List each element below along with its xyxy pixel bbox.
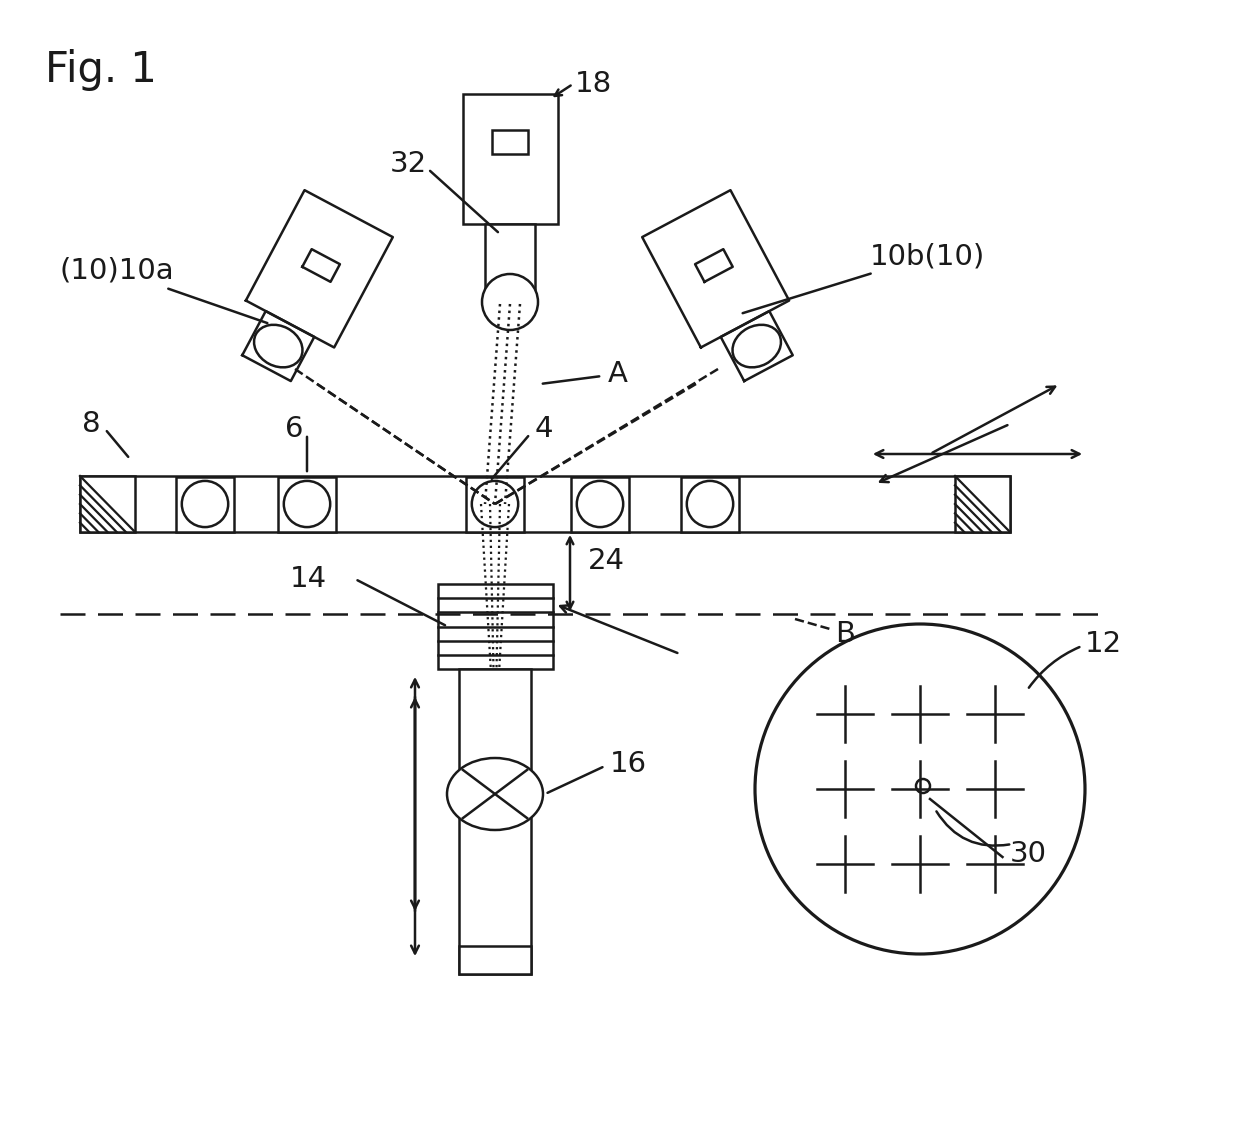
Bar — [955, 476, 1011, 532]
Bar — [459, 946, 531, 974]
Bar — [492, 130, 528, 154]
Text: 30: 30 — [1011, 840, 1047, 868]
Text: A: A — [608, 360, 627, 388]
Text: 6: 6 — [285, 415, 304, 443]
Text: 16: 16 — [610, 750, 647, 778]
Ellipse shape — [284, 480, 330, 527]
Ellipse shape — [482, 275, 538, 329]
Text: 4: 4 — [534, 415, 553, 443]
Bar — [81, 476, 1011, 532]
Text: (10)10a: (10)10a — [60, 257, 268, 323]
Bar — [463, 94, 558, 224]
Text: 24: 24 — [588, 547, 625, 575]
Bar — [278, 477, 336, 532]
Text: 18: 18 — [575, 70, 613, 98]
Text: 8: 8 — [82, 410, 100, 438]
Text: 10b(10): 10b(10) — [743, 243, 986, 313]
Ellipse shape — [733, 325, 781, 367]
Bar — [459, 669, 531, 974]
Bar — [570, 477, 629, 532]
Text: B: B — [835, 620, 856, 648]
Circle shape — [916, 779, 930, 793]
Text: Fig. 1: Fig. 1 — [45, 49, 157, 92]
Ellipse shape — [446, 758, 543, 831]
Ellipse shape — [577, 480, 624, 527]
Bar — [485, 224, 534, 289]
Bar — [438, 583, 553, 669]
Bar — [81, 476, 135, 532]
Text: 14: 14 — [290, 565, 327, 593]
Ellipse shape — [471, 480, 518, 527]
Bar — [466, 477, 525, 532]
Bar — [176, 477, 234, 532]
Ellipse shape — [182, 480, 228, 527]
Ellipse shape — [254, 325, 303, 367]
Text: 12: 12 — [1085, 630, 1122, 658]
Circle shape — [755, 623, 1085, 954]
Text: 32: 32 — [391, 150, 427, 178]
Ellipse shape — [687, 480, 733, 527]
Bar — [681, 477, 739, 532]
